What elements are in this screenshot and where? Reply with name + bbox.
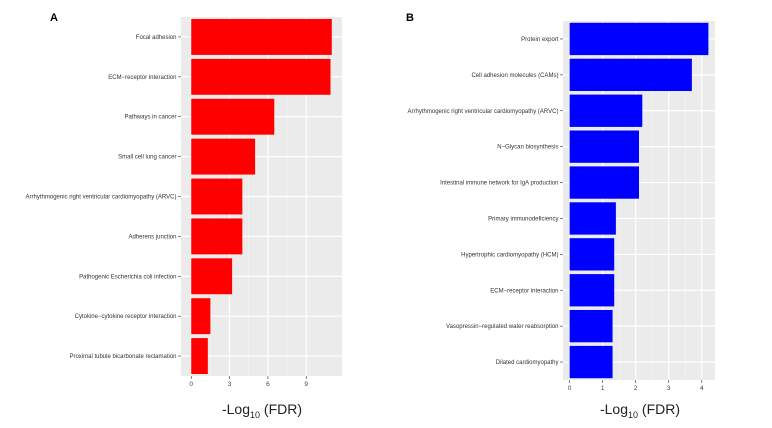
panel-b-category-labels: Protein export Cell adhesion molecules (C… — [408, 37, 563, 366]
x-tick-label: 9 — [304, 381, 308, 388]
bar-3 — [569, 94, 643, 127]
panel-b: B Protein export Cell adhesion molecules … — [406, 12, 715, 420]
bar-6 — [569, 202, 616, 235]
bar-1 — [191, 18, 332, 55]
x-tick-label: 4 — [700, 385, 704, 392]
category-label: Hypertrophic cardiomyopathy (HCM) — [461, 252, 558, 258]
category-label: Arrhythmogenic right ventricular cardiom… — [26, 195, 177, 201]
panel-b-x-ticks: 0 1 2 3 4 — [568, 380, 704, 392]
bar-4 — [191, 138, 256, 175]
bar-2 — [569, 58, 692, 92]
category-label: N−Glycan biosynthesis — [497, 145, 558, 151]
panel-b-x-axis-title: -Log10 (FDR) — [600, 401, 680, 420]
bar-8 — [569, 274, 615, 307]
bar-7 — [569, 238, 615, 271]
x-tick-label: 3 — [228, 381, 232, 388]
category-label: Cytokine−cytokine receptor interaction — [75, 314, 177, 320]
category-label: Vasopressin−regulated water reabsorption — [446, 324, 558, 330]
category-label: Cell adhesion molecules (CAMs) — [471, 73, 558, 79]
bar-1 — [569, 22, 709, 56]
panel-b-bars — [569, 22, 709, 379]
category-label: Proximal tubule bicarbonate reclamation — [69, 354, 176, 360]
category-label: Dilated cardiomyopathy — [496, 360, 559, 366]
category-label: Arrhythmogenic right ventricular cardiom… — [408, 109, 559, 115]
panel-a-x-ticks: 0 3 6 9 — [189, 376, 308, 388]
bar-6 — [191, 218, 243, 255]
bar-8 — [191, 298, 211, 335]
bar-10 — [569, 345, 613, 379]
bar-4 — [569, 130, 639, 163]
x-tick-label: 1 — [601, 385, 605, 392]
panel-b-label: B — [406, 12, 414, 24]
bar-9 — [191, 338, 208, 375]
category-label: Protein export — [521, 37, 559, 43]
category-label: Small cell lung cancer — [118, 155, 176, 161]
x-tick-label: 2 — [634, 385, 638, 392]
bar-5 — [191, 178, 243, 215]
category-label: Pathogenic Escherichia coli infection — [79, 274, 176, 280]
x-tick-label: 6 — [266, 381, 270, 388]
bar-2 — [191, 58, 331, 95]
bar-3 — [191, 98, 275, 135]
bar-9 — [569, 309, 613, 343]
bar-5 — [569, 166, 639, 199]
x-tick-label: 0 — [189, 381, 193, 388]
panel-a-label: A — [50, 12, 58, 24]
category-label: Adherens junction — [128, 234, 176, 240]
category-label: ECM−receptor interaction — [108, 75, 176, 81]
panel-a-category-labels: Focal adhesion ECM−receptor interaction Pa… — [26, 35, 181, 360]
x-tick-label: 0 — [568, 385, 572, 392]
bar-7 — [191, 258, 233, 295]
panel-a: A Focal adhesion ECM−receptor interaction… — [26, 12, 342, 420]
panel-a-bars — [191, 18, 332, 375]
category-label: Pathways in cancer — [124, 115, 176, 121]
x-tick-label: 3 — [667, 385, 671, 392]
category-label: Intestinal immune network for IgA produc… — [440, 181, 558, 187]
category-label: Primary immunodeficiency — [488, 216, 558, 222]
category-label: ECM−receptor interaction — [490, 288, 558, 294]
category-label: Focal adhesion — [136, 35, 177, 41]
panel-a-x-axis-title: -Log10 (FDR) — [222, 401, 302, 420]
